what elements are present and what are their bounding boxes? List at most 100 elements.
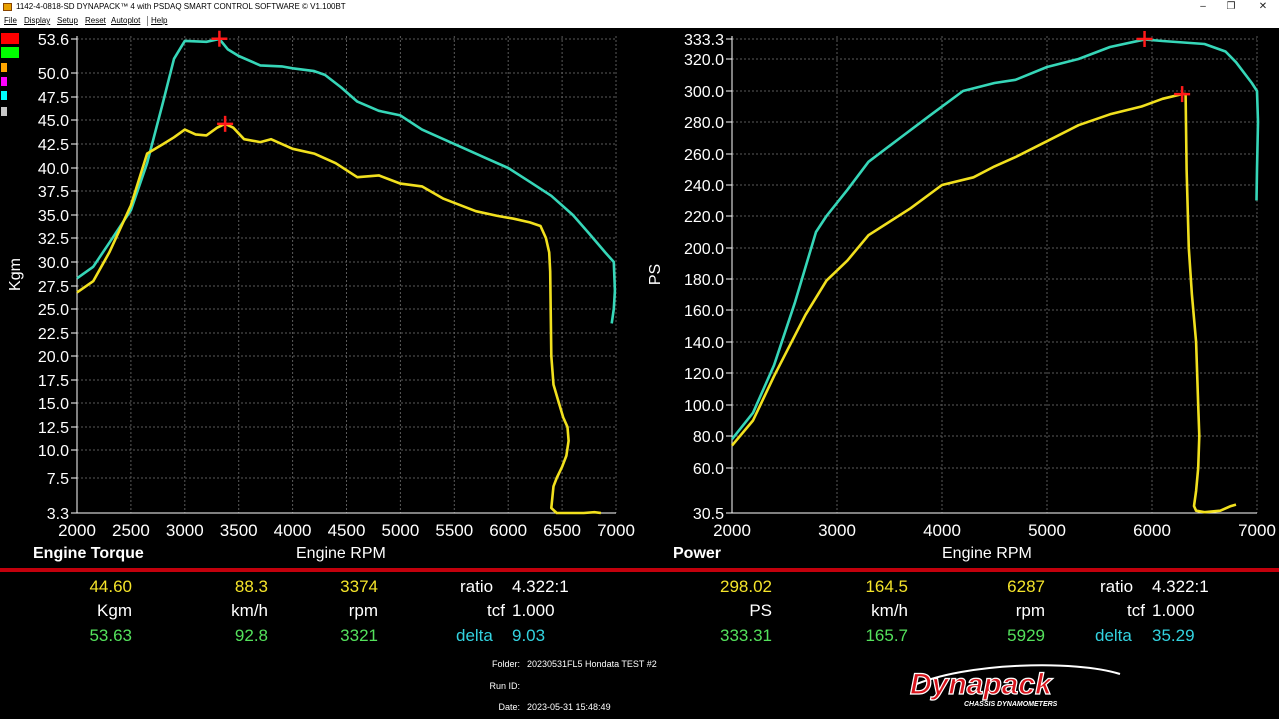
x-tick-label: 2000 <box>713 521 751 540</box>
menu-autoplot[interactable]: Autoplot <box>111 16 141 25</box>
x-tick-label: 2000 <box>58 521 96 540</box>
y-tick-label: 32.5 <box>38 231 69 248</box>
x-tick-label: 3500 <box>220 521 258 540</box>
menu-help[interactable]: Help <box>151 16 168 25</box>
power-delta-label: delta <box>1095 626 1132 645</box>
power-rpm-unit: rpm <box>1015 601 1045 620</box>
y-tick-label: 80.0 <box>693 429 724 446</box>
y-tick-label: 15.0 <box>38 396 69 413</box>
y-tick-label: 140.0 <box>684 335 724 352</box>
x-tick-label: 5000 <box>1028 521 1066 540</box>
readout-divider <box>0 568 1279 572</box>
rpm-unit: rpm <box>348 601 378 620</box>
series-line-1 <box>76 37 617 324</box>
torque-peak-rpm: 3321 <box>340 626 378 645</box>
y-tick-label: 220.0 <box>684 209 724 226</box>
power-chart-caption: Power <box>673 545 722 562</box>
y-tick-label: 40.0 <box>38 161 69 178</box>
y-tick-label: 22.5 <box>38 326 69 343</box>
y-tick-label: 12.5 <box>38 420 69 437</box>
run-swatch-orange[interactable] <box>1 63 7 72</box>
y-tick-label: 3.3 <box>47 506 69 523</box>
y-tick-label: 200.0 <box>684 241 724 258</box>
torque-xaxis-title: Engine RPM <box>296 545 386 562</box>
x-tick-label: 6000 <box>1133 521 1171 540</box>
peak-marker <box>211 30 228 47</box>
torque-delta-value: 9.03 <box>512 626 546 645</box>
power-xaxis-title: Engine RPM <box>942 545 1032 562</box>
torque-chart-caption: Engine Torque <box>33 545 144 562</box>
y-tick-label: 160.0 <box>684 303 724 320</box>
minimize-button[interactable]: – <box>1200 1 1206 12</box>
x-tick-label: 5500 <box>435 521 473 540</box>
torque-tcf-label: tcf <box>487 601 505 620</box>
torque-readout-rpm: 3374 <box>340 577 378 596</box>
y-tick-label: 240.0 <box>684 178 724 195</box>
torque-readout-value: 44.60 <box>89 577 132 596</box>
torque-readout-speed: 88.3 <box>234 577 268 596</box>
y-tick-label: 7.5 <box>47 471 69 488</box>
x-tick-label: 4500 <box>328 521 366 540</box>
y-tick-label: 260.0 <box>684 147 724 164</box>
logo-brand: Dynapack <box>910 668 1053 701</box>
run-swatch-red[interactable] <box>1 33 19 44</box>
folder-value: 20230531FL5 Hondata TEST #2 <box>527 659 657 669</box>
peak-marker <box>1174 86 1191 103</box>
y-tick-label: 30.5 <box>693 506 724 523</box>
power-speed-unit: km/h <box>871 601 908 620</box>
x-tick-label: 5000 <box>381 521 419 540</box>
y-tick-label: 50.0 <box>38 66 69 83</box>
x-tick-label: 3000 <box>818 521 856 540</box>
run-swatch-cyan[interactable] <box>1 91 7 100</box>
restore-button[interactable]: ❐ <box>1226 1 1236 12</box>
menu-bar: File Display Setup Reset Autoplot Help <box>0 14 1279 28</box>
run-swatch-magenta[interactable] <box>1 77 7 86</box>
menu-reset[interactable]: Reset <box>85 16 106 25</box>
power-readout-value: 298.02 <box>720 577 772 596</box>
torque-tcf-value: 1.000 <box>512 601 555 620</box>
series-line-2 <box>731 92 1237 514</box>
y-tick-label: 20.0 <box>38 349 69 366</box>
window-titlebar: 1142-4-0818-SD DYNAPACK™ 4 with PSDAQ SM… <box>0 0 1279 14</box>
date-value: 2023-05-31 15:48:49 <box>527 702 611 712</box>
folder-label: Folder: <box>491 659 520 669</box>
x-tick-label: 4000 <box>274 521 312 540</box>
y-tick-label: 10.0 <box>38 443 69 460</box>
power-chart: 2000 3000 4000 5000 6000 7000 30.5 60.0 80.0 100.… <box>647 30 1276 540</box>
speed-unit: km/h <box>231 601 268 620</box>
y-tick-label: 25.0 <box>38 302 69 319</box>
y-tick-label: 320.0 <box>684 52 724 69</box>
torque-peak-value: 53.63 <box>89 626 132 645</box>
x-tick-label: 3000 <box>166 521 204 540</box>
y-axis-title: PS <box>647 264 664 285</box>
close-button[interactable]: ✕ <box>1258 1 1268 12</box>
dynapack-logo: Dynapack CHASSIS DYNAMOMETERS <box>909 664 1121 708</box>
plot-area: 2000 3000 4000 5000 6000 7000 30.5 60.0 80.0 100.… <box>647 30 1276 540</box>
x-tick-label: 6000 <box>489 521 527 540</box>
power-peak-rpm: 5929 <box>1007 626 1045 645</box>
x-tick-label: 7000 <box>597 521 635 540</box>
run-swatch-gray[interactable] <box>1 107 7 116</box>
x-tick-label: 2500 <box>112 521 150 540</box>
y-tick-label: 45.0 <box>38 113 69 130</box>
logo-tagline: CHASSIS DYNAMOMETERS <box>964 701 1058 708</box>
y-tick-label: 180.0 <box>684 272 724 289</box>
power-delta-value: 35.29 <box>1152 626 1195 645</box>
power-ratio-value: 4.322:1 <box>1152 577 1209 596</box>
menu-display[interactable]: Display <box>24 16 51 25</box>
y-tick-label: 17.5 <box>38 373 69 390</box>
power-ratio-label: ratio <box>1100 577 1134 596</box>
torque-chart: 2000 2500 3000 3500 4000 4500 5000 5500 6000 6500… <box>7 30 635 540</box>
y-tick-label: 35.0 <box>38 208 69 225</box>
run-swatch-green[interactable] <box>1 47 19 58</box>
plot-area: 2000 2500 3000 3500 4000 4500 5000 5500 6000 6500… <box>7 30 635 540</box>
y-tick-label: 30.0 <box>38 255 69 272</box>
run-id-label: Run ID: <box>489 681 520 691</box>
power-peak-value: 333.31 <box>720 626 772 645</box>
y-tick-label: 60.0 <box>693 461 724 478</box>
y-tick-label: 47.5 <box>38 90 69 107</box>
torque-delta-label: delta <box>456 626 493 645</box>
menu-file[interactable]: File <box>4 16 17 25</box>
y-tick-label: 53.6 <box>38 32 69 49</box>
menu-setup[interactable]: Setup <box>57 16 78 25</box>
